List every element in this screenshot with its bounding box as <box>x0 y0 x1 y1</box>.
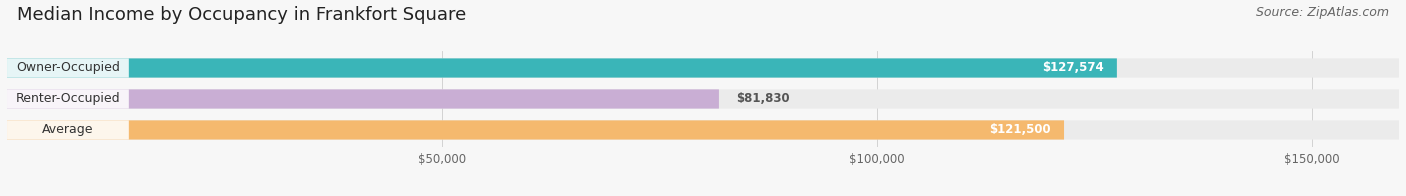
FancyBboxPatch shape <box>7 89 718 109</box>
FancyBboxPatch shape <box>7 120 1399 140</box>
FancyBboxPatch shape <box>7 89 129 109</box>
Text: $121,500: $121,500 <box>990 123 1052 136</box>
Text: Renter-Occupied: Renter-Occupied <box>15 93 121 105</box>
FancyBboxPatch shape <box>7 58 129 78</box>
FancyBboxPatch shape <box>7 89 1399 109</box>
FancyBboxPatch shape <box>7 58 1399 78</box>
Text: Owner-Occupied: Owner-Occupied <box>15 62 120 74</box>
FancyBboxPatch shape <box>7 120 1064 140</box>
FancyBboxPatch shape <box>7 120 129 140</box>
Text: $127,574: $127,574 <box>1042 62 1104 74</box>
Text: Median Income by Occupancy in Frankfort Square: Median Income by Occupancy in Frankfort … <box>17 6 467 24</box>
Text: Source: ZipAtlas.com: Source: ZipAtlas.com <box>1256 6 1389 19</box>
FancyBboxPatch shape <box>7 58 1116 78</box>
Text: Average: Average <box>42 123 94 136</box>
Text: $81,830: $81,830 <box>737 93 790 105</box>
